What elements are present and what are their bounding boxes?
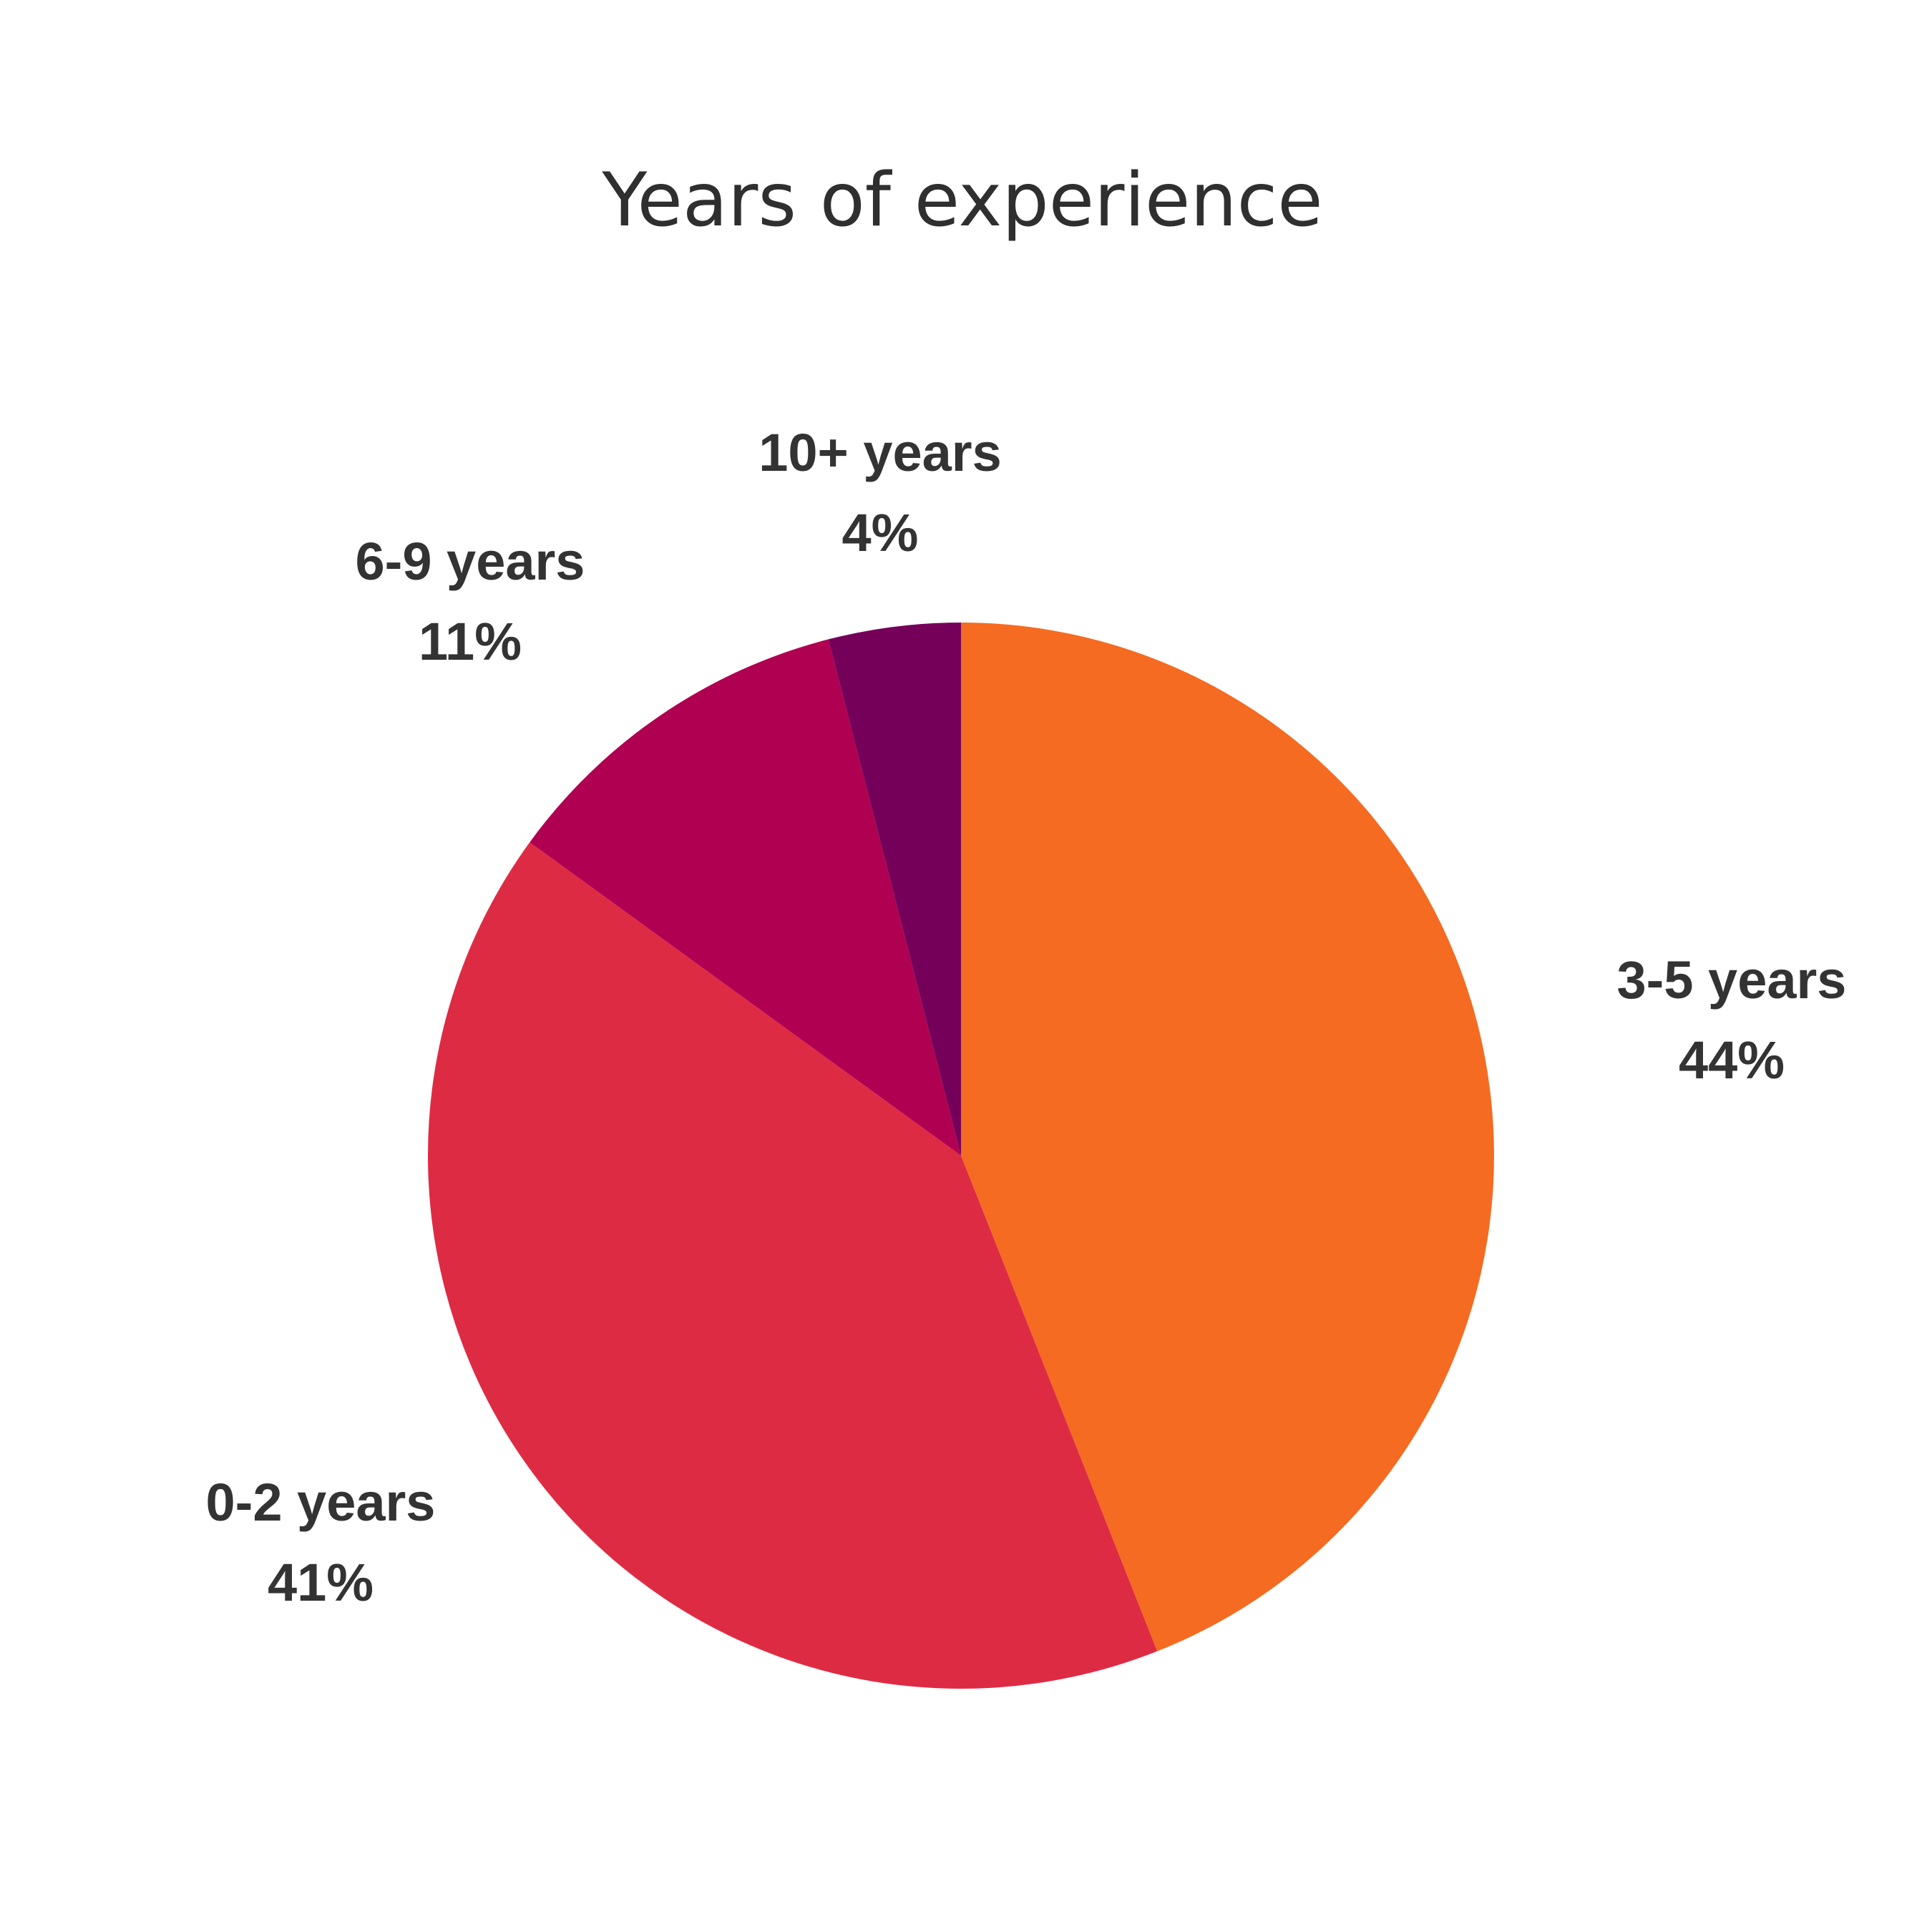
pie-slice-6-9-years bbox=[530, 639, 961, 1156]
slice-category-label: 3-5 years bbox=[1617, 950, 1847, 1010]
slice-value-label: 11% bbox=[419, 612, 522, 671]
slice-category-label: 6-9 years bbox=[356, 532, 585, 591]
pie-slice-3-5-years bbox=[961, 623, 1494, 1652]
chart-title: Years of experience bbox=[601, 157, 1322, 243]
slice-category-label: 0-2 years bbox=[206, 1473, 436, 1532]
slice-value-label: 44% bbox=[1679, 1030, 1785, 1090]
slice-value-label: 41% bbox=[268, 1553, 374, 1612]
pie-slice-0-2-years bbox=[428, 842, 1158, 1689]
slice-category-label: 10+ years bbox=[758, 423, 1002, 482]
pie-slices bbox=[428, 623, 1494, 1689]
pie-slice-10-years bbox=[828, 623, 961, 1156]
slice-labels: 3-5 years 44% 0-2 years 41% 6-9 years 11% 10+ … bbox=[206, 423, 1847, 1612]
slice-value-label: 4% bbox=[842, 503, 919, 562]
